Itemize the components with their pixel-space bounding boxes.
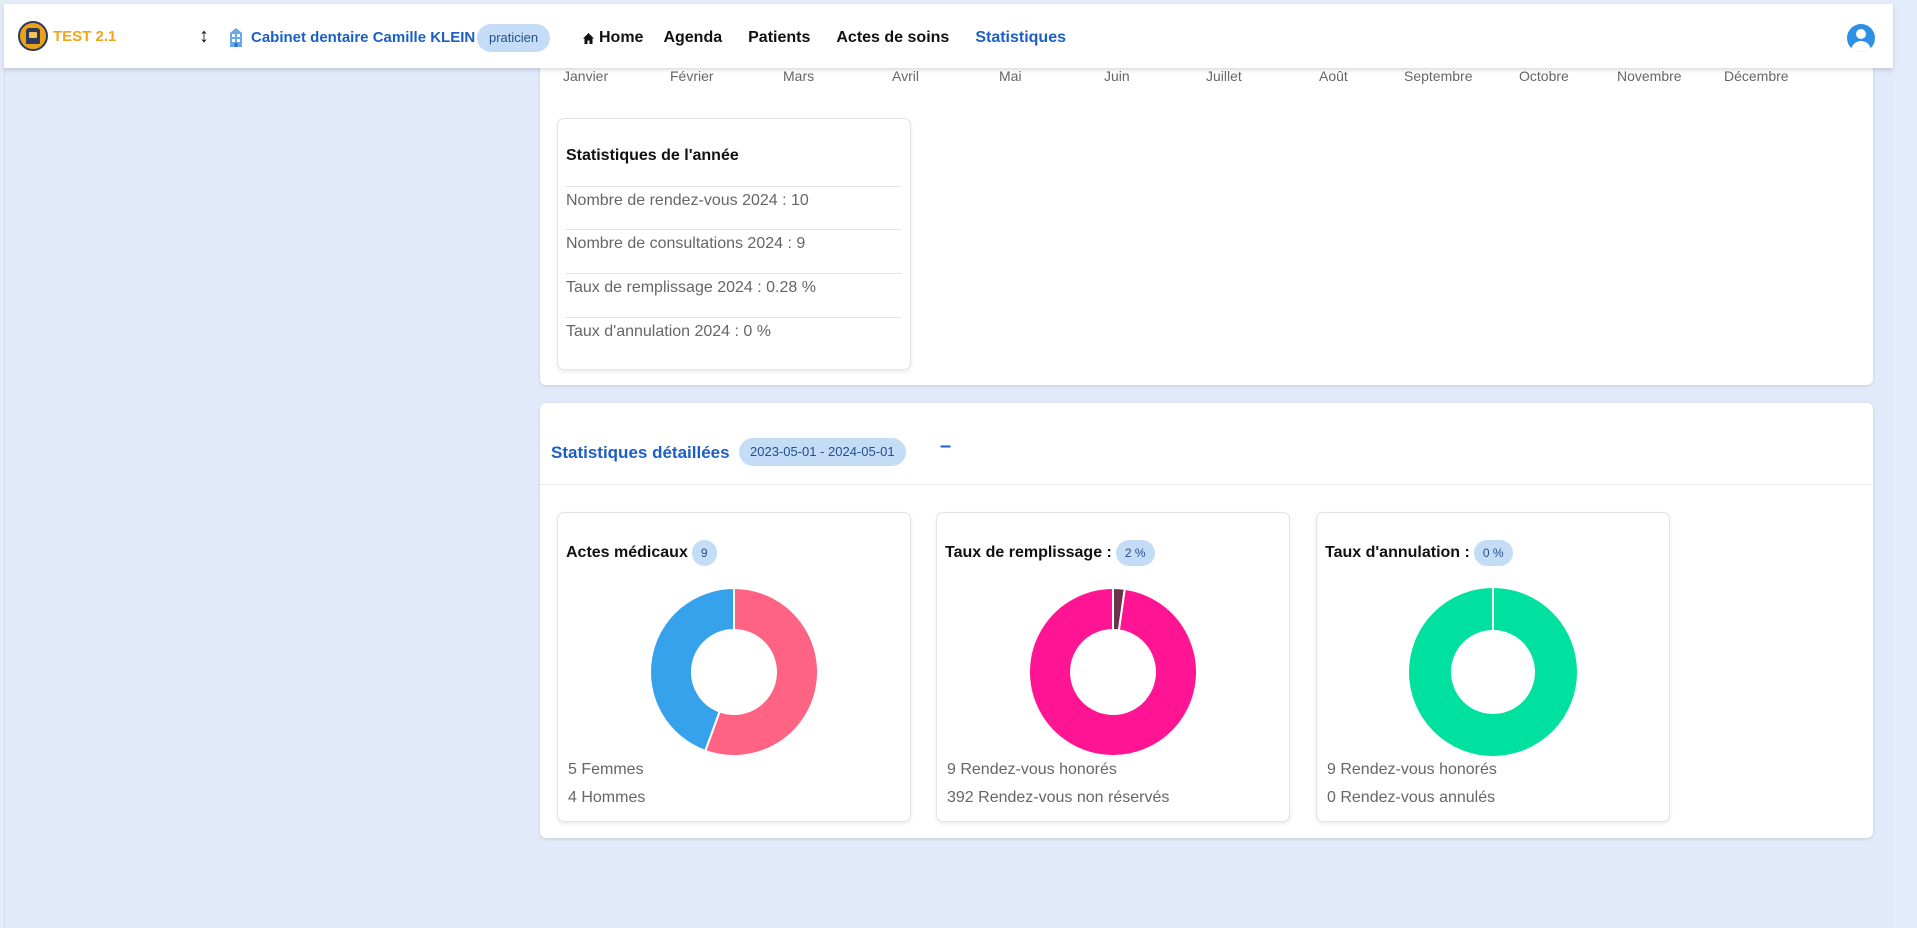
month-label: Décembre: [1724, 68, 1789, 84]
building-icon: [230, 28, 242, 47]
pie-card-title: Actes médicaux 9: [566, 540, 717, 566]
logo-icon: [18, 21, 48, 51]
top-navbar: TEST 2.1 ↕ Cabinet dentaire Camille KLEI…: [4, 4, 1893, 68]
pie-card-title: Taux d'annulation : 0 %: [1325, 540, 1513, 566]
year-stat-consultations: Nombre de consultations 2024 : 9: [566, 229, 902, 253]
legend-line: 5 Femmes: [568, 761, 644, 778]
month-label: Novembre: [1617, 68, 1682, 84]
menu-label: Home: [599, 29, 644, 46]
pie-title-text: Actes médicaux: [566, 544, 688, 561]
year-stat-appointments: Nombre de rendez-vous 2024 : 10: [566, 186, 902, 210]
brand-name: TEST 2.1: [53, 27, 117, 45]
pie-card-title: Taux de remplissage : 2 %: [945, 540, 1155, 566]
year-stat-cancel-rate: Taux d'annulation 2024 : 0 %: [566, 317, 902, 341]
legend-line: 4 Hommes: [568, 789, 646, 806]
collapse-button[interactable]: –: [940, 435, 952, 457]
legend-line: 9 Rendez-vous honorés: [1327, 761, 1497, 778]
brand-link[interactable]: TEST 2.1: [18, 21, 116, 51]
pie-card-actes: Actes médicaux 9 5 Femmes 4 Hommes: [557, 512, 911, 822]
donut-chart-actes[interactable]: [649, 587, 819, 757]
detailed-stats-title: Statistiques détaillées: [551, 443, 730, 462]
month-label: Avril: [892, 68, 919, 84]
month-label: Septembre: [1404, 68, 1473, 84]
legend-line: 9 Rendez-vous honorés: [947, 761, 1117, 778]
month-label: Août: [1319, 68, 1348, 84]
month-axis: Janvier Février Mars Avril Mai Juin Juil…: [540, 68, 1873, 88]
year-stats-card: Statistiques de l'année Nombre de rendez…: [557, 118, 911, 370]
legend-line: 0 Rendez-vous annulés: [1327, 789, 1496, 806]
pie-card-remplissage: Taux de remplissage : 2 % 9 Rendez-vous …: [936, 512, 1290, 822]
home-icon: [583, 32, 594, 44]
donut-slice-1[interactable]: [703, 587, 819, 757]
donut-chart-annulation[interactable]: [1408, 587, 1578, 757]
legend-line: 392 Rendez-vous non réservés: [947, 789, 1170, 806]
year-stats-title: Statistiques de l'année: [566, 147, 739, 164]
switch-cabinet-icon[interactable]: ↕: [199, 25, 209, 47]
pie-card-annulation: Taux d'annulation : 0 % 9 Rendez-vous ho…: [1316, 512, 1670, 822]
role-badge: praticien: [477, 24, 551, 52]
cabinet-name: Cabinet dentaire Camille KLEIN: [251, 28, 476, 46]
month-label: Mai: [999, 68, 1022, 84]
month-label: Janvier: [563, 68, 609, 84]
month-label: Octobre: [1519, 68, 1569, 84]
date-range-badge[interactable]: 2023-05-01 - 2024-05-01: [739, 438, 906, 466]
year-stat-fill-rate: Taux de remplissage 2024 : 0.28 %: [566, 273, 902, 297]
month-label: Juillet: [1206, 68, 1242, 84]
user-avatar-icon[interactable]: [1847, 24, 1875, 52]
count-badge: 9: [691, 540, 717, 566]
donut-chart-remplissage[interactable]: [1028, 587, 1198, 757]
main-menu: Home Agenda Patients Actes de soins Stat…: [582, 29, 1066, 47]
month-label: Mars: [783, 68, 815, 84]
menu-item-statistiques[interactable]: Statistiques: [975, 29, 1066, 46]
month-label: Juin: [1104, 68, 1130, 84]
divider: [540, 484, 1873, 485]
pie-title-text: Taux de remplissage :: [945, 544, 1112, 561]
percent-badge: 0 %: [1473, 540, 1513, 566]
pie-title-text: Taux d'annulation :: [1325, 544, 1470, 561]
menu-item-agenda[interactable]: Agenda: [663, 29, 723, 46]
menu-item-home[interactable]: Home: [582, 29, 643, 47]
menu-item-patients[interactable]: Patients: [748, 29, 811, 46]
menu-item-actes[interactable]: Actes de soins: [836, 29, 950, 46]
cabinet-link[interactable]: Cabinet dentaire Camille KLEIN: [227, 26, 475, 48]
donut-slice-2[interactable]: [1028, 587, 1198, 757]
percent-badge: 2 %: [1115, 540, 1155, 566]
month-label: Février: [670, 68, 714, 84]
donut-slice-2[interactable]: [649, 587, 735, 753]
